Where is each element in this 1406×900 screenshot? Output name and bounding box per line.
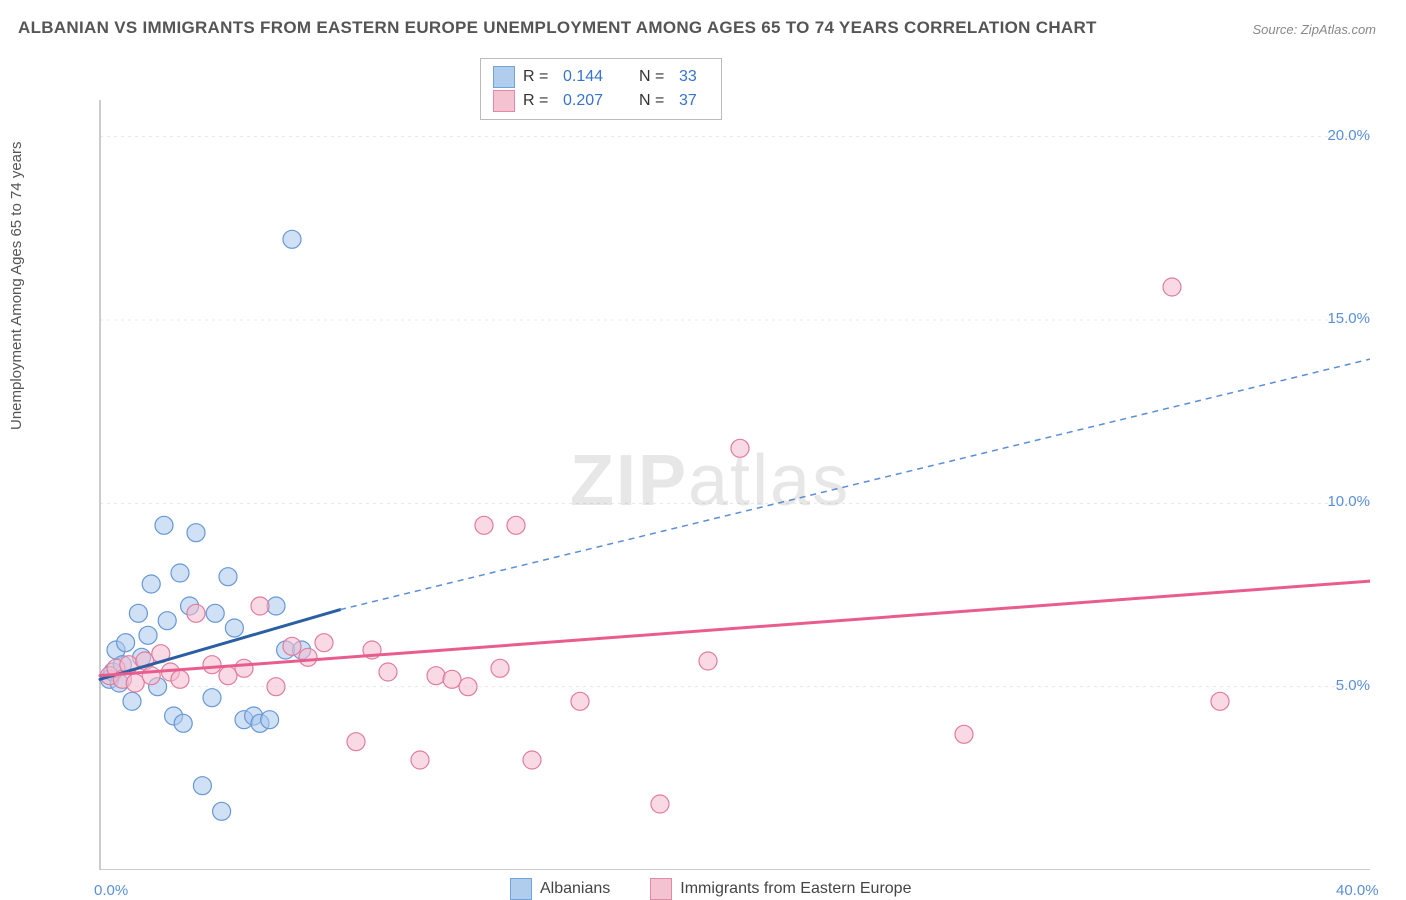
y-axis-label: Unemployment Among Ages 65 to 74 years	[8, 141, 25, 430]
source-attribution: Source: ZipAtlas.com	[1252, 22, 1376, 37]
y-tick-label: 5.0%	[1336, 677, 1370, 694]
x-tick-label: 40.0%	[1336, 882, 1379, 899]
legend-swatch	[650, 878, 672, 900]
series-legend-item: Albanians	[510, 878, 610, 900]
r-value: 0.144	[563, 65, 623, 89]
n-label: N =	[639, 89, 671, 113]
x-tick-label: 0.0%	[94, 882, 128, 899]
r-label: R =	[523, 65, 555, 89]
n-value: 33	[679, 65, 709, 89]
r-value: 0.207	[563, 89, 623, 113]
correlation-legend: R = 0.144 N = 33 R = 0.207 N = 37	[480, 58, 722, 120]
legend-row: R = 0.144 N = 33	[493, 65, 709, 89]
chart-title: ALBANIAN VS IMMIGRANTS FROM EASTERN EURO…	[18, 18, 1097, 38]
legend-swatch	[493, 66, 515, 88]
legend-swatch	[493, 90, 515, 112]
y-tick-label: 15.0%	[1327, 310, 1370, 327]
series-name: Immigrants from Eastern Europe	[680, 880, 911, 898]
scatter-chart	[50, 50, 1370, 870]
series-legend-item: Immigrants from Eastern Europe	[650, 878, 911, 900]
n-value: 37	[679, 89, 709, 113]
legend-swatch	[510, 878, 532, 900]
series-name: Albanians	[540, 880, 610, 898]
legend-row: R = 0.207 N = 37	[493, 89, 709, 113]
series-legend: Albanians Immigrants from Eastern Europe	[510, 878, 911, 900]
n-label: N =	[639, 65, 671, 89]
r-label: R =	[523, 89, 555, 113]
y-tick-label: 20.0%	[1327, 127, 1370, 144]
y-tick-label: 10.0%	[1327, 493, 1370, 510]
chart-container: ZIPatlas R =0.144N =33R =0.207N =37 Alba…	[50, 50, 1370, 850]
